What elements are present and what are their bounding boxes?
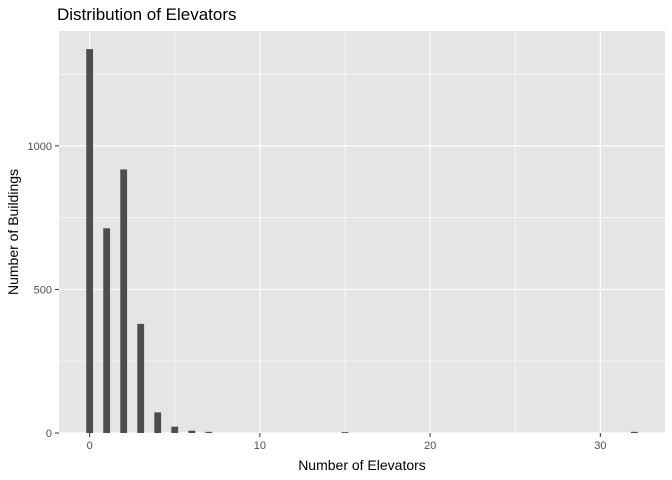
x-tick-label: 0 <box>87 440 93 452</box>
plot-panel <box>59 31 665 433</box>
bar <box>120 169 128 433</box>
x-tick-label: 10 <box>254 440 266 452</box>
bar <box>103 228 111 433</box>
x-axis-title: Number of Elevators <box>298 457 426 473</box>
y-tick-label: 500 <box>34 284 52 296</box>
bar <box>188 430 196 433</box>
y-tick-label: 0 <box>46 428 52 440</box>
bar-series <box>86 49 638 434</box>
bar <box>86 49 94 434</box>
chart-title: Distribution of Elevators <box>57 5 237 24</box>
bar <box>205 431 213 433</box>
bar <box>630 431 638 433</box>
bar <box>137 323 145 433</box>
bar <box>171 426 179 433</box>
bar <box>341 432 349 433</box>
y-axis-title: Number of Buildings <box>5 169 21 295</box>
x-tick-label: 30 <box>594 440 606 452</box>
x-axis: 0 10 20 30 <box>87 433 606 452</box>
y-axis: 0 500 1000 <box>28 141 59 440</box>
x-tick-label: 20 <box>424 440 436 452</box>
minor-gridlines <box>59 31 665 433</box>
y-tick-label: 1000 <box>28 141 52 153</box>
bar <box>154 412 162 433</box>
